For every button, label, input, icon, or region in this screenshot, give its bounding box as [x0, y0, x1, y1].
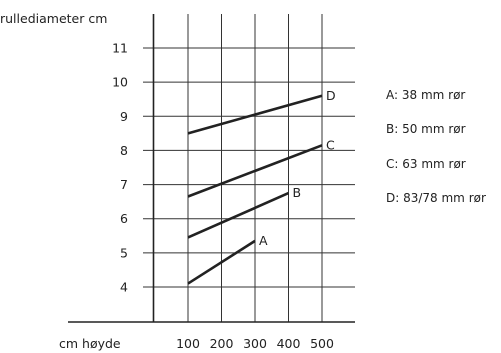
series-label-a: A: [259, 233, 268, 248]
legend-item-b: B: 50 mm rør: [386, 122, 466, 136]
y-tick-label-6: 6: [120, 211, 128, 226]
series-line-a: [187, 239, 256, 285]
x-axis-label: cm høyde: [59, 336, 121, 351]
y-tick-label-9: 9: [120, 109, 128, 124]
x-tick-label-200: 200: [210, 336, 234, 351]
series-label-c: C: [326, 137, 335, 152]
y-tick-label-8: 8: [120, 143, 128, 158]
y-tick-label-5: 5: [120, 245, 128, 260]
series-line-c: [187, 144, 323, 198]
series-line-b: [187, 191, 290, 239]
x-tick-label-400: 400: [277, 336, 301, 351]
grid: [143, 14, 355, 322]
y-axis-label: rullediameter cm: [0, 11, 107, 26]
x-tick-label-100: 100: [176, 336, 200, 351]
y-tick-label-4: 4: [120, 280, 128, 295]
y-tick-label-10: 10: [112, 75, 128, 90]
y-tick-label-7: 7: [120, 177, 128, 192]
tick-labels: 4 5 6 7 8 9 10 11 100 200 300 400 500: [112, 41, 334, 352]
series-line-d: [187, 94, 323, 135]
series-lines: A B C D: [187, 88, 336, 285]
axes: [68, 14, 355, 323]
x-tick-label-500: 500: [310, 336, 334, 351]
legend-item-c: C: 63 mm rør: [386, 157, 466, 171]
legend-item-a: A: 38 mm rør: [386, 88, 466, 102]
y-tick-label-11: 11: [112, 41, 128, 56]
series-label-b: B: [293, 185, 302, 200]
series-label-d: D: [326, 88, 336, 103]
legend-item-d: D: 83/78 mm rør: [386, 191, 486, 205]
x-tick-label-300: 300: [243, 336, 267, 351]
